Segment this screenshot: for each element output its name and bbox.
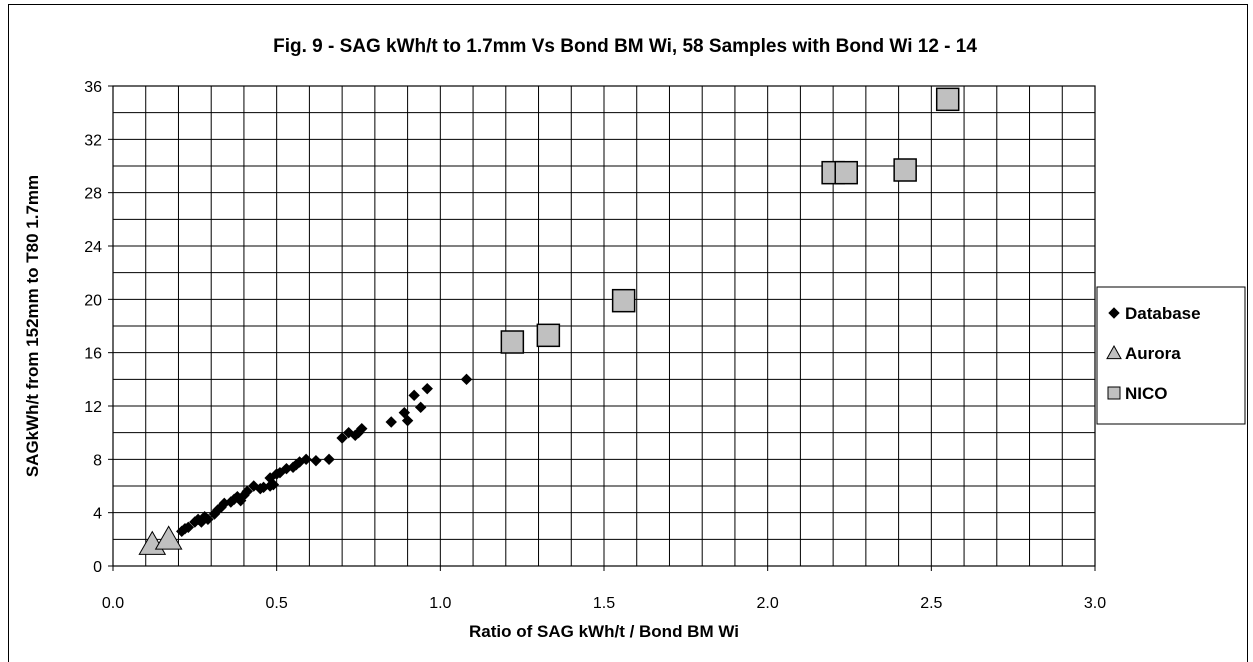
- legend-label: NICO: [1125, 384, 1168, 403]
- diamond-point: [385, 416, 397, 428]
- data-points: [138, 87, 960, 555]
- diamond-point: [421, 382, 433, 395]
- square-point: [536, 323, 561, 348]
- square-point: [893, 158, 917, 182]
- legend-diamond-icon: [1108, 307, 1120, 319]
- diamond-point: [202, 513, 214, 526]
- x-axis-title: Ratio of SAG kWh/t / Bond BM Wi: [469, 622, 739, 641]
- y-axis-title: SAGkWh/t from 152mm to T80 1.7mm: [23, 175, 42, 477]
- diamond-point: [414, 401, 427, 414]
- square-point: [611, 288, 636, 313]
- chart-title: Fig. 9 - SAG kWh/t to 1.7mm Vs Bond BM W…: [273, 36, 977, 57]
- legend-label: Aurora: [1125, 344, 1181, 363]
- tick-labels: 0.0 0.5 1.0 1.5 2.0 2.5 3.0 0 4 8 12 16 20 24 28 32 36: [84, 79, 1106, 612]
- x-tick-label: 2.0: [757, 595, 779, 612]
- diamond-point: [241, 485, 253, 498]
- series-nico: [500, 87, 960, 354]
- y-tick-label: 24: [84, 239, 102, 256]
- diamond-point: [356, 422, 368, 435]
- diamond-point: [300, 453, 312, 466]
- y-tick-label: 32: [84, 132, 102, 149]
- legend-box: [1096, 286, 1246, 425]
- x-tick-label: 1.0: [429, 595, 451, 612]
- legend-item-nico: NICO: [1107, 384, 1168, 403]
- x-tick-label: 2.5: [920, 595, 942, 612]
- diamond-point: [182, 521, 194, 534]
- grid: [112, 85, 1096, 567]
- diamond-point: [398, 406, 411, 419]
- diamond-point: [401, 414, 414, 427]
- legend: Database Aurora NICO: [1096, 286, 1246, 425]
- chart-frame: [8, 4, 1248, 662]
- diamond-point: [460, 373, 473, 386]
- triangle-point: [154, 525, 183, 550]
- x-tick-label: 0.0: [102, 595, 124, 612]
- y-tick-label: 36: [84, 79, 102, 96]
- y-tick-label: 8: [93, 452, 102, 469]
- legend-label: Database: [1125, 304, 1201, 323]
- y-tick-label: 4: [93, 506, 102, 523]
- y-tick-label: 0: [93, 559, 102, 576]
- x-tick-label: 0.5: [266, 595, 288, 612]
- y-tick-label: 12: [84, 399, 102, 416]
- legend-item-aurora: Aurora: [1106, 344, 1181, 363]
- legend-triangle-icon: [1106, 344, 1122, 360]
- diamond-point: [310, 454, 322, 467]
- legend-item-database: Database: [1108, 304, 1201, 323]
- x-tick-label: 1.5: [593, 595, 615, 612]
- y-tick-label: 20: [84, 292, 102, 309]
- series-database: [176, 373, 473, 538]
- y-tick-label: 28: [84, 186, 102, 203]
- diamond-point: [323, 453, 335, 466]
- diamond-point: [408, 389, 420, 402]
- x-tick-label: 3.0: [1084, 595, 1106, 612]
- legend-square-icon: [1107, 386, 1121, 400]
- square-point: [935, 87, 960, 112]
- square-point: [500, 330, 525, 354]
- diamond-point: [336, 432, 348, 444]
- square-point: [834, 160, 858, 185]
- series-aurora: [138, 525, 183, 555]
- y-tick-label: 16: [84, 346, 102, 363]
